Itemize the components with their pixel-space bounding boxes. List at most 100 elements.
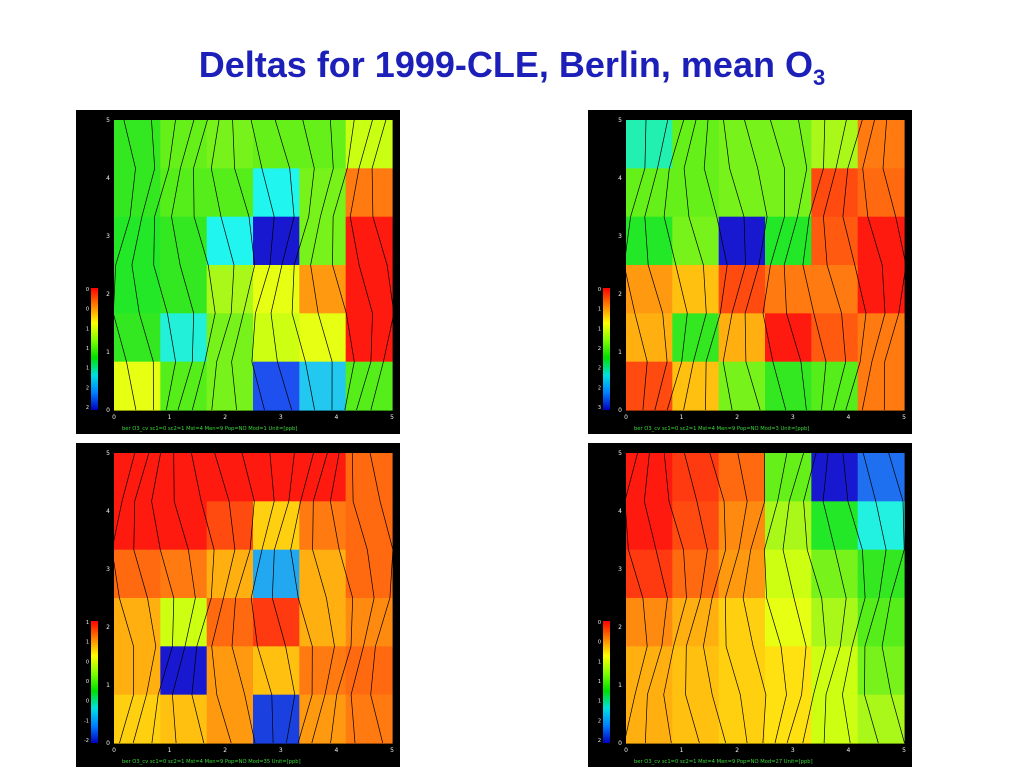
heatmap-cell-r1-c5 xyxy=(345,501,393,551)
contour-line-13 xyxy=(881,452,905,744)
x-tick-label-2: 2 xyxy=(735,747,739,754)
x-tick-label-4: 4 xyxy=(846,414,850,421)
colorbar xyxy=(603,621,610,743)
heatmap-cell-r0-c1 xyxy=(672,120,720,169)
heatmap-cell-r5-c0 xyxy=(114,694,161,744)
heatmap-cell-r4-c4 xyxy=(299,313,347,363)
contour-line-7 xyxy=(762,119,787,411)
x-tick-label-1: 1 xyxy=(680,414,684,421)
heatmap-cell-r0-c4 xyxy=(299,453,347,502)
y-tick-label-4: 4 xyxy=(106,175,110,182)
y-tick-label-4: 4 xyxy=(106,508,110,515)
heatmap-cell-r2-c0 xyxy=(626,549,673,599)
x-tick-label-2: 2 xyxy=(223,414,227,421)
heatmap-cell-r2-c4 xyxy=(299,216,347,266)
heatmap-cell-r5-c4 xyxy=(811,361,859,411)
colorbar-tick-0: 0 xyxy=(598,287,601,293)
colorbar-tick-2: 1 xyxy=(86,326,89,332)
heatmap-cell-r2-c2 xyxy=(206,549,254,599)
contour-line-12 xyxy=(349,119,373,411)
contour-line-12 xyxy=(861,119,886,411)
x-tick-label-1: 1 xyxy=(168,414,172,421)
contour-plot-4: 0 1 2 3 4 5 0 1 2 3 4 5 0 0 1 1 1 2 2 ber O3_cv sc1=0 sc2=1… xyxy=(588,443,912,767)
y-tick-label-3: 3 xyxy=(106,233,110,240)
heatmap-cell-r0-c5 xyxy=(857,453,905,502)
heatmap-cell-r5-c0 xyxy=(114,361,161,411)
axis-ticks: 0 1 2 3 4 5 0 1 2 3 4 5 xyxy=(618,450,906,754)
heatmap-cell-r5-c1 xyxy=(672,361,720,411)
contour-line-1 xyxy=(644,119,669,411)
x-tick-label-3: 3 xyxy=(279,414,283,421)
colorbar-tick-0: 1 xyxy=(86,620,89,626)
heatmap-cell-r3-c3 xyxy=(765,265,812,314)
colorbar-tick-3: 2 xyxy=(598,346,601,352)
heatmap-cell-r2-c1 xyxy=(160,549,208,599)
heatmap-cell-r0-c1 xyxy=(160,120,208,169)
heatmap-cell-r4-c1 xyxy=(160,646,208,696)
heatmap-cell-r2-c5 xyxy=(857,216,905,266)
heatmap-cell-r5-c3 xyxy=(765,361,812,411)
heatmap-cell-r0-c2 xyxy=(206,453,254,502)
contour-line-10 xyxy=(311,452,335,744)
x-tick-label-5: 5 xyxy=(390,414,394,421)
contour-line-11 xyxy=(842,119,867,411)
y-tick-label-0: 0 xyxy=(106,407,110,414)
heatmap-cell-r4-c5 xyxy=(857,313,905,363)
contour-lines xyxy=(623,119,907,411)
y-tick-label-0: 0 xyxy=(106,740,110,747)
plot-footer-text: ber O3_cv sc1=0 sc2=1 Mst=4 Men=9 Pop=NO… xyxy=(634,426,809,432)
contour-line-5 xyxy=(211,452,236,744)
x-tick-label-3: 3 xyxy=(791,747,795,754)
contour-line-11 xyxy=(332,119,355,411)
heatmap-cell-r1-c2 xyxy=(718,168,766,218)
heatmap-cell-r1-c1 xyxy=(160,501,208,551)
heatmap-cell-r1-c5 xyxy=(345,168,393,218)
y-tick-label-1: 1 xyxy=(106,349,110,356)
heatmap-cell-r1-c3 xyxy=(765,168,812,218)
x-tick-label-5: 5 xyxy=(902,747,906,754)
contour-line-12 xyxy=(350,452,375,744)
heatmap-cell-r4-c5 xyxy=(857,646,905,696)
colorbar-tick-3: 0 xyxy=(86,679,89,685)
colorbar-tick-4: 0 xyxy=(86,699,89,705)
contour-lines xyxy=(623,452,905,744)
heatmap-cell-r1-c4 xyxy=(811,168,859,218)
colorbar-tick-1: 1 xyxy=(598,307,601,313)
contour-line-1 xyxy=(132,452,157,744)
heatmap-cell-r0-c3 xyxy=(765,453,812,502)
heatmap-cell-r3-c0 xyxy=(114,598,161,647)
heatmap-cell-r4-c2 xyxy=(718,313,766,363)
contour-line-10 xyxy=(822,452,847,744)
heatmap-cells xyxy=(114,120,393,411)
colorbar-tick-6: 2 xyxy=(86,405,89,411)
contour-line-4 xyxy=(703,452,727,744)
heatmap-cell-r5-c3 xyxy=(765,694,812,744)
x-tick-label-1: 1 xyxy=(680,747,684,754)
plot-footer-text: ber O3_cv sc1=0 sc2=1 Mst=4 Men=9 Pop=NO… xyxy=(122,426,297,432)
contour-line-2 xyxy=(663,119,688,411)
colorbar-tick-3: 1 xyxy=(86,346,89,352)
heatmap-cell-r5-c1 xyxy=(160,361,208,411)
heatmap-cell-r0-c2 xyxy=(206,120,254,169)
heatmap-cell-r3-c2 xyxy=(718,598,766,647)
heatmap-cell-r3-c1 xyxy=(160,598,208,647)
contour-line-11 xyxy=(330,452,354,744)
heatmap-cell-r1-c2 xyxy=(206,168,254,218)
heatmap-cell-r4-c0 xyxy=(626,313,673,363)
colorbar-tick-2: 1 xyxy=(598,326,601,332)
contour-line-0 xyxy=(623,119,648,411)
heatmap-cell-r4-c3 xyxy=(765,646,812,696)
heatmap-cell-r5-c0 xyxy=(626,361,673,411)
y-tick-label-0: 0 xyxy=(618,407,622,414)
contour-line-2 xyxy=(153,119,176,411)
contour-line-7 xyxy=(250,119,275,411)
heatmap-cell-r0-c0 xyxy=(626,453,673,502)
heatmap-cell-r5-c2 xyxy=(206,361,254,411)
contour-line-6 xyxy=(744,119,768,411)
heatmap-cell-r5-c4 xyxy=(811,694,859,744)
heatmap-cell-r3-c1 xyxy=(672,598,720,647)
heatmap-cell-r3-c1 xyxy=(672,265,720,314)
contour-line-8 xyxy=(783,119,808,411)
heatmap-cell-r2-c3 xyxy=(765,216,812,266)
colorbar-tick-0: 0 xyxy=(598,620,601,626)
